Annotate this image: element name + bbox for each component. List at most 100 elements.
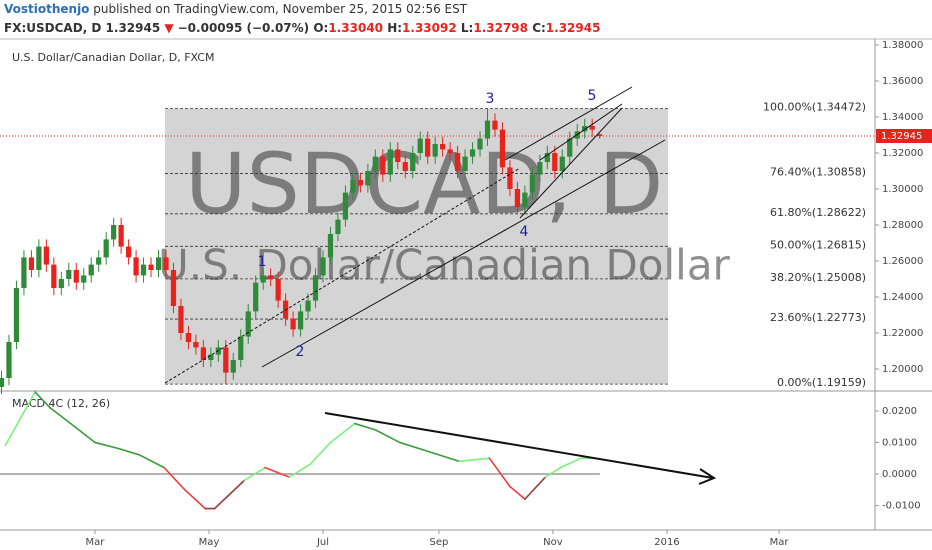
author[interactable]: Vostiothenjo xyxy=(4,2,89,16)
candle-body xyxy=(290,318,296,330)
candle-body xyxy=(260,275,266,283)
macd-segment xyxy=(139,454,165,469)
ohlc-c: 1.32945 xyxy=(546,21,601,35)
y-tick-label: 1.24000 xyxy=(882,292,923,303)
candle-body xyxy=(275,278,281,301)
wave-label: 2 xyxy=(296,344,305,360)
y-tick-label: 1.34000 xyxy=(882,112,923,123)
macd-segment xyxy=(524,476,547,500)
main-pane: USDCAD, D U.S. Dollar/Canadian Dollar U.S.… xyxy=(0,40,932,395)
ohlc-h: 1.33092 xyxy=(402,21,457,35)
fib-label: 100.00%(1.34472) xyxy=(763,101,866,114)
last: 1.32945 xyxy=(106,21,161,35)
change: −0.00095 (−0.07%) xyxy=(178,21,310,35)
candle-body xyxy=(268,275,274,279)
x-tick-label: Nov xyxy=(543,537,563,548)
y-tick-label: 1.26000 xyxy=(882,256,923,267)
candle-body xyxy=(73,269,79,283)
candle-body xyxy=(582,126,588,132)
candle-body xyxy=(499,129,506,168)
fib-label: 50.00%(1.26815) xyxy=(770,238,866,251)
y-tick-label: 1.22000 xyxy=(882,328,923,339)
wave-label: 5 xyxy=(588,88,597,104)
macd-segment xyxy=(544,466,562,478)
candle-body xyxy=(230,359,236,373)
candle-body xyxy=(440,144,446,150)
macd-segment xyxy=(353,422,377,431)
fib-label: 23.60%(1.22773) xyxy=(770,311,866,324)
candle-body xyxy=(223,347,229,373)
fib-label: 61.80%(1.28622) xyxy=(770,206,866,219)
ohlc-o-key: O: xyxy=(313,21,328,35)
candle-body xyxy=(155,257,162,270)
candle-body xyxy=(96,257,102,265)
y-tick-label: 0.0100 xyxy=(882,437,917,448)
candle-body xyxy=(320,257,326,276)
candle-body xyxy=(372,156,378,172)
candle-body xyxy=(125,246,132,258)
candle-body xyxy=(200,347,206,360)
candle-body xyxy=(6,341,12,378)
candle-body xyxy=(342,192,349,220)
header-line-2: FX:USDCAD, D 1.32945 ▼ −0.00095 (−0.07%) … xyxy=(4,21,600,35)
candle-body xyxy=(432,144,438,157)
macd-segment xyxy=(264,466,291,478)
macd-segment xyxy=(4,391,36,447)
candle-body xyxy=(492,120,498,130)
candle-body xyxy=(51,264,57,288)
candle-body xyxy=(327,233,334,258)
macd-segment xyxy=(243,466,266,482)
candle-body xyxy=(170,269,177,306)
candle-body xyxy=(477,138,483,150)
symbol: FX:USDCAD, D xyxy=(4,21,101,35)
arrow-head xyxy=(698,468,717,485)
macd-segment xyxy=(213,479,246,510)
candle-body xyxy=(462,156,468,172)
y-tick-label: 1.38000 xyxy=(882,40,923,51)
candle-body xyxy=(335,219,341,234)
y-tick-label: 0.0000 xyxy=(882,469,917,480)
candle-body xyxy=(185,332,192,342)
y-tick-label: 1.32000 xyxy=(882,148,923,159)
candle-body xyxy=(469,149,476,157)
candle-body xyxy=(297,311,304,330)
candle-body xyxy=(559,156,565,172)
macd-segment xyxy=(118,447,141,456)
macd-segment xyxy=(509,485,526,500)
x-tick-label: Mar xyxy=(770,537,790,548)
candle-body xyxy=(454,153,461,172)
candle-body xyxy=(544,153,550,163)
candle-body xyxy=(0,377,5,387)
candle-body xyxy=(21,257,27,288)
macd-segment xyxy=(288,463,311,478)
macd-title: MACD 4C (12, 26) xyxy=(12,397,110,410)
candle-body xyxy=(387,149,393,175)
wave-label: 3 xyxy=(486,91,495,107)
wave-label: 4 xyxy=(520,224,529,240)
trend-line xyxy=(539,103,623,161)
candle-body xyxy=(88,264,94,276)
macd-segment xyxy=(374,429,401,444)
candle-body xyxy=(514,188,521,207)
fib-label: 76.40%(1.30858) xyxy=(770,166,866,179)
y-tick-label: -0.0100 xyxy=(882,500,921,511)
candle-body xyxy=(81,275,87,283)
macd-segment xyxy=(163,466,186,491)
y-tick-label: 1.30000 xyxy=(882,184,923,195)
candle-body xyxy=(552,153,558,172)
macd-segment xyxy=(183,488,207,510)
x-tick-label: 2016 xyxy=(654,537,679,548)
macd-segment xyxy=(458,457,491,463)
candle-body xyxy=(357,180,364,186)
trend-arrow xyxy=(324,412,714,479)
trend-line xyxy=(261,139,666,368)
candle-body xyxy=(208,354,214,360)
header-line-1: Vostiothenjo published on TradingView.co… xyxy=(4,2,468,16)
macd-segment xyxy=(309,441,332,466)
fib-label: 0.00%(1.19159) xyxy=(777,376,866,389)
candle-body xyxy=(567,138,573,157)
candle-body xyxy=(537,162,543,175)
candle-body xyxy=(193,341,199,348)
candle-body xyxy=(148,264,154,270)
